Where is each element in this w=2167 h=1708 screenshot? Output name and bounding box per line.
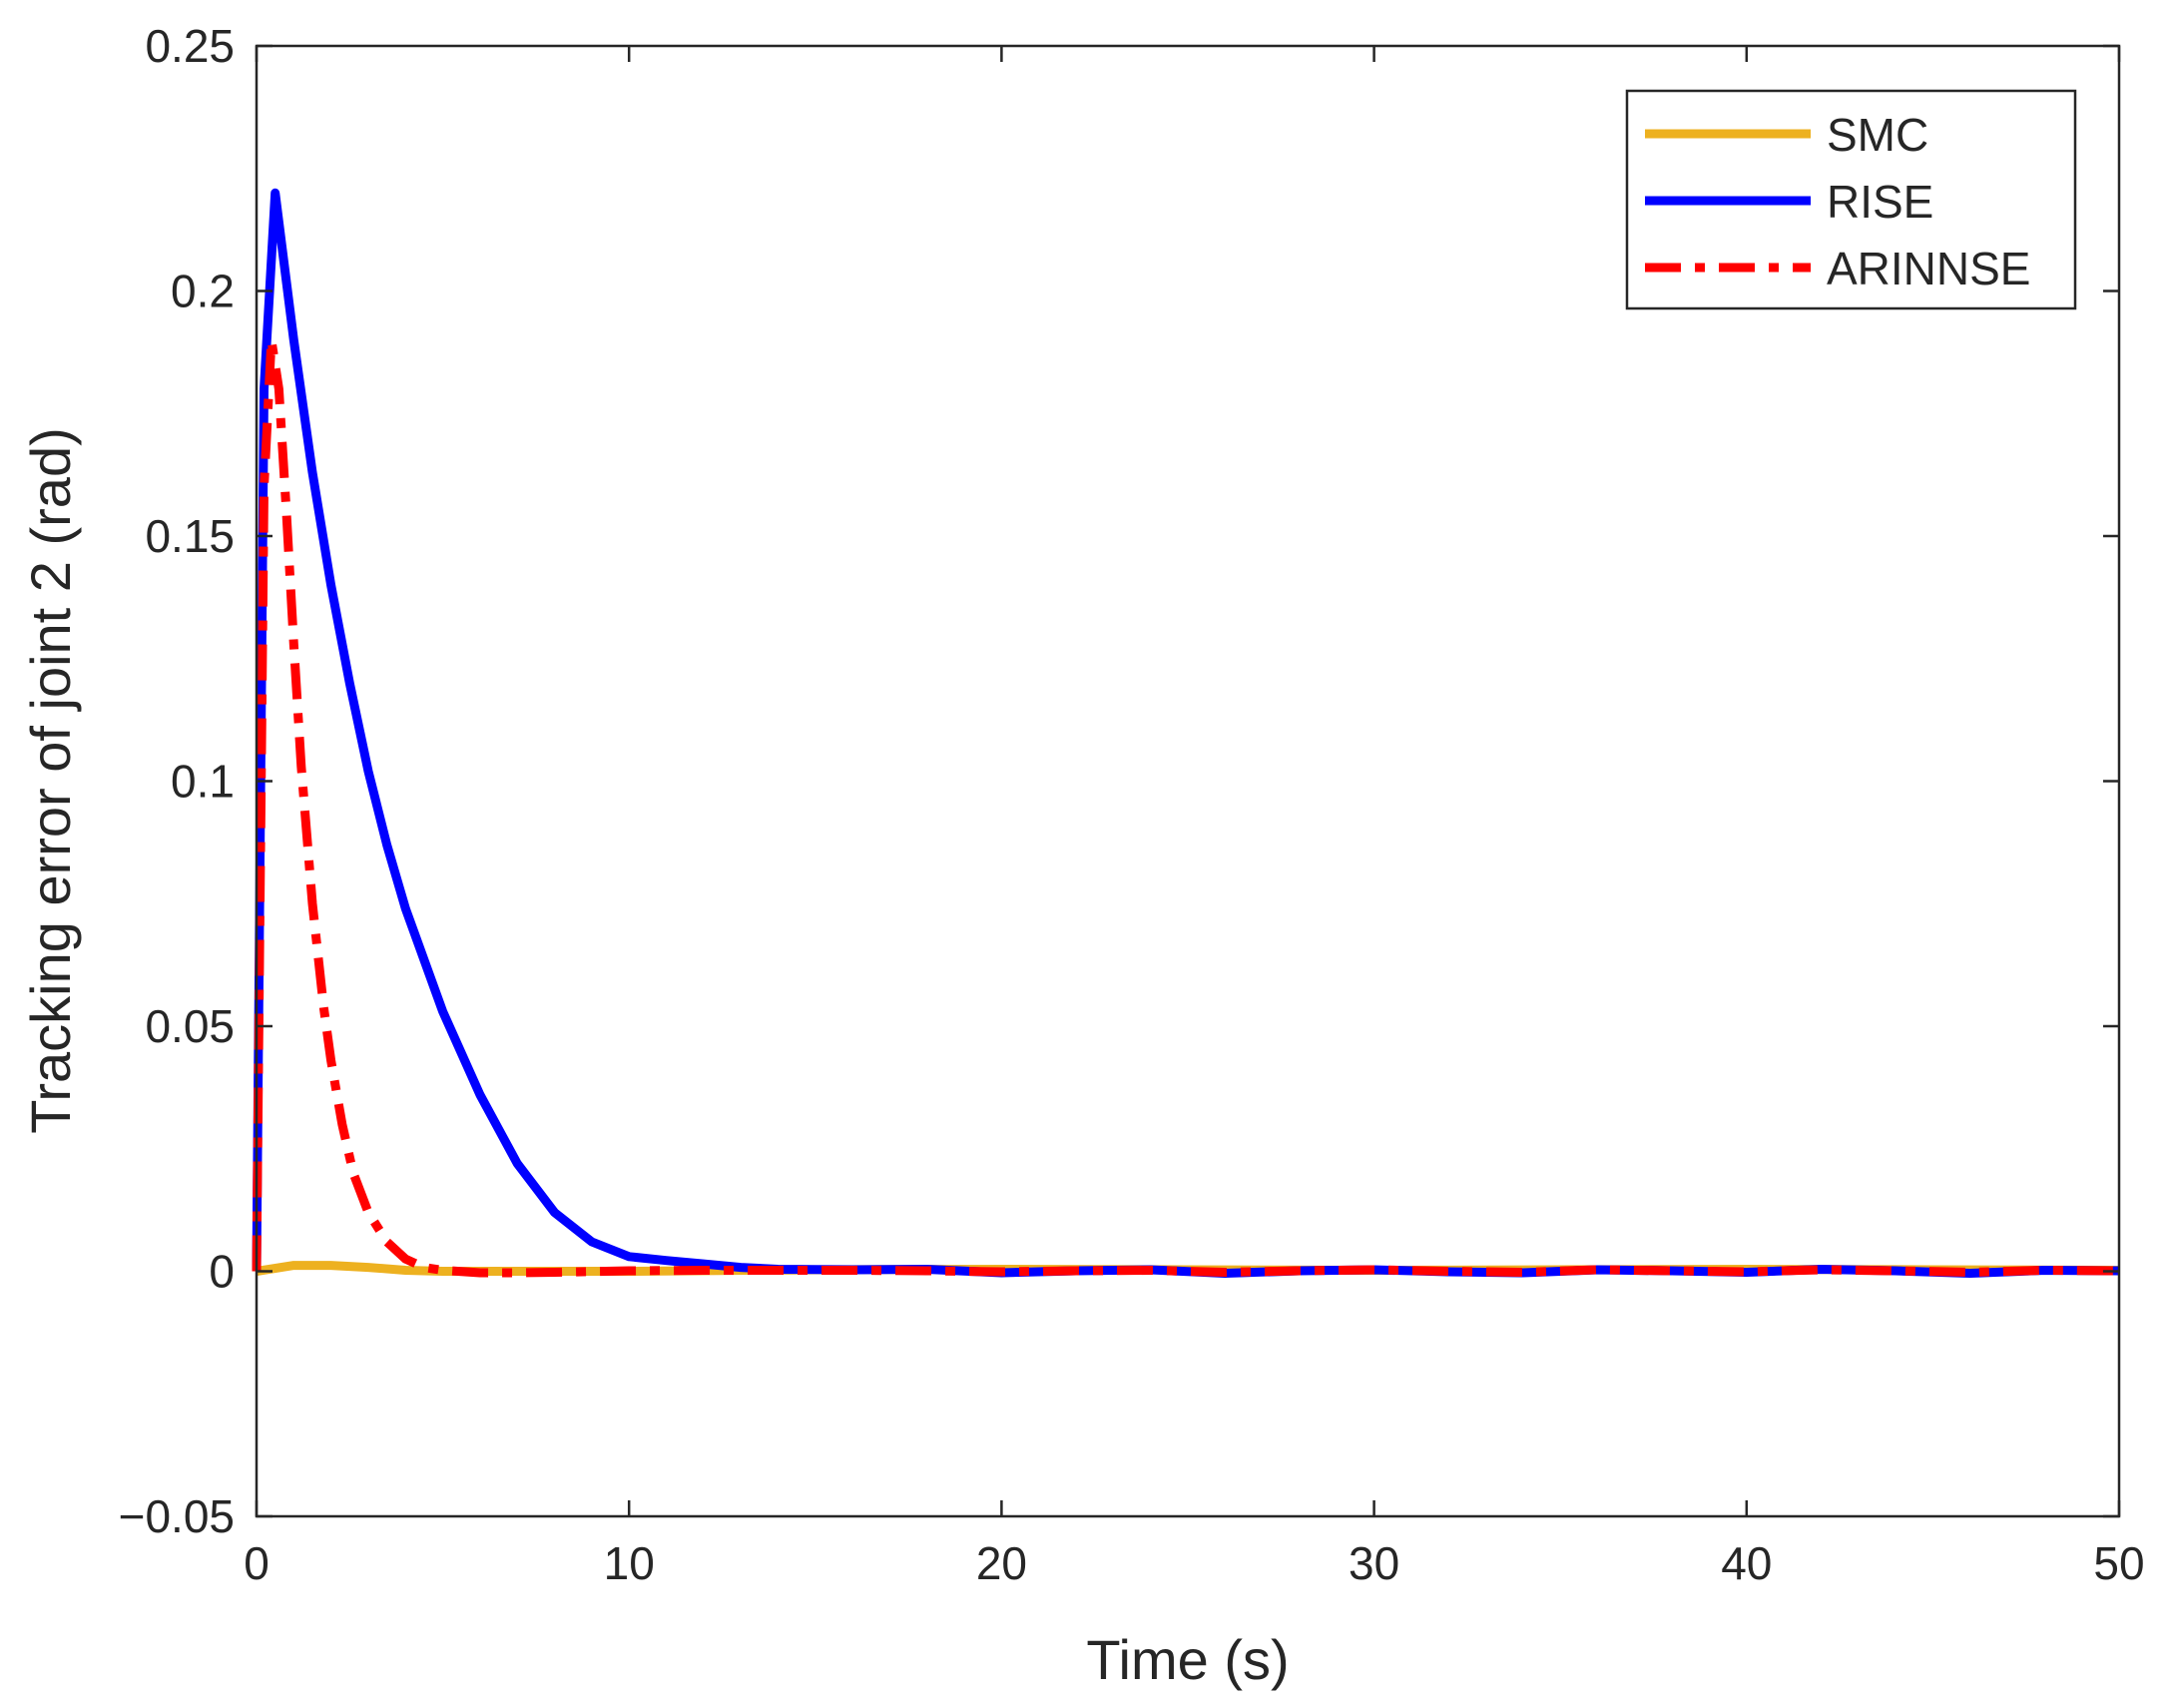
- legend-label-smc: SMC: [1827, 109, 1928, 161]
- y-tick-label: 0.2: [171, 266, 235, 317]
- legend-label-rise: RISE: [1827, 176, 1933, 228]
- x-tick-label: 30: [1349, 1537, 1399, 1589]
- x-tick-label: 50: [2093, 1537, 2144, 1589]
- series-line-arinnse: [252, 335, 2120, 1278]
- series-layer: [252, 188, 2120, 1278]
- x-tick-label: 10: [604, 1537, 655, 1589]
- y-tick-label: 0: [209, 1246, 235, 1298]
- y-tick-label: 0.1: [171, 756, 235, 808]
- x-axis-label: Time (s): [1086, 1628, 1289, 1691]
- y-axis-label: Tracking error of joint 2 (rad): [19, 427, 82, 1134]
- y-tick-label: 0.25: [145, 20, 235, 72]
- x-tick-label: 20: [976, 1537, 1027, 1589]
- x-tick-label: 0: [244, 1537, 270, 1589]
- legend-label-arinnse: ARINNSE: [1827, 243, 2030, 294]
- x-tick-label: 40: [1721, 1537, 1772, 1589]
- y-tick-label: 0.05: [145, 1000, 235, 1052]
- y-tick-label: −0.05: [119, 1490, 235, 1542]
- legend: SMC RISE ARINNSE: [1625, 89, 2077, 310]
- y-tick-label: 0.15: [145, 510, 235, 562]
